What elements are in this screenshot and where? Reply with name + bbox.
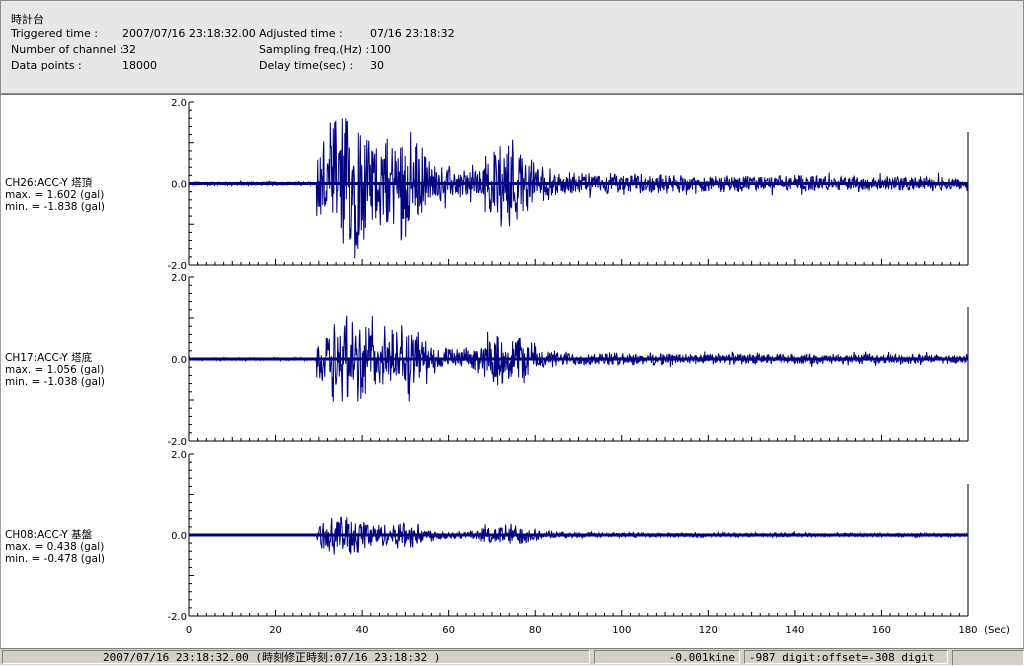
x-tick-label: 140 [785,625,804,636]
x-tick-label: 0 [186,625,192,636]
x-tick-label: 80 [529,625,542,636]
waveform-1 [188,315,969,402]
status-bar: 2007/07/16 23:18:32.00 (時刻修正時刻:07/16 23:… [0,648,1024,666]
channel-info-ch17: CH17:ACC-Y 塔底 max. = 1.056 (gal) min. = … [5,352,105,388]
x-tick-label: 160 [872,625,891,636]
channel-count-value: 32 [122,43,136,56]
x-tick-label: 60 [442,625,455,636]
y-tick-label: 2.0 [171,273,187,284]
sampling-freq-label: Sampling freq.(Hz) : [259,43,370,56]
channel-max: max. = 1.056 (gal) [5,364,105,376]
y-tick-label: 2.0 [171,450,187,461]
channel-info-ch26: CH26:ACC-Y 塔頂 max. = 1.602 (gal) min. = … [5,177,105,213]
waveform-plot-area[interactable]: 2.0 0.0 -2.0 2.0 0.0 -2.0 2.0 0.0 -2.0 0 20 40 60 80 1… [0,94,1024,649]
x-tick-label: 180 [958,625,977,636]
channel-min: min. = -1.038 (gal) [5,376,106,388]
y-tick-label: 0.0 [171,180,187,191]
waveform-chart: 2.00.0-2.02.00.0-2.02.00.0-2.00 20 40 60 80 1… [167,98,1010,636]
channel-max: max. = 0.438 (gal) [5,541,105,553]
status-digit: -987 digit:offset=-308 digit [744,650,948,664]
header-panel: 時計台 Triggered time : 2007/07/16 23:18:32… [0,0,1024,94]
y-tick-label: 2.0 [171,98,187,109]
status-time: 2007/07/16 23:18:32.00 (時刻修正時刻:07/16 23:… [2,650,590,664]
y-tick-label: -2.0 [167,261,187,272]
x-tick-label: 100 [612,625,631,636]
channel-name: CH08:ACC-Y 基盤 [5,529,93,541]
data-points-value: 18000 [122,59,157,72]
triggered-time-value: 2007/07/16 23:18:32.00 [122,27,256,40]
station-title: 時計台 [11,13,44,26]
adjusted-time-label: Adjusted time : [259,27,343,40]
waveform-0 [188,118,969,259]
y-tick-label: -2.0 [167,612,187,623]
y-tick-label: 0.0 [171,355,187,366]
channel-count-label: Number of channel : [11,43,124,56]
status-value: -0.001kine [594,650,740,664]
y-tick-label: -2.0 [167,437,187,448]
channel-min: min. = -1.838 (gal) [5,201,106,213]
triggered-time-label: Triggered time : [11,27,98,40]
adjusted-time-value: 07/16 23:18:32 [370,27,455,40]
x-tick-label: 40 [356,625,369,636]
sampling-freq-value: 100 [370,43,391,56]
channel-info-ch08: CH08:ACC-Y 基盤 max. = 0.438 (gal) min. = … [5,529,105,565]
channel-max: max. = 1.602 (gal) [5,189,105,201]
x-tick-label: 120 [699,625,718,636]
channel-name: CH17:ACC-Y 塔底 [5,352,93,364]
x-unit-label: (Sec) [984,625,1010,636]
data-points-label: Data points : [11,59,82,72]
channel-min: min. = -0.478 (gal) [5,553,106,565]
delay-time-label: Delay time(sec) : [259,59,354,72]
channel-name: CH26:ACC-Y 塔頂 [5,177,93,189]
delay-time-value: 30 [370,59,384,72]
y-tick-label: 0.0 [171,531,187,542]
x-tick-label: 20 [269,625,282,636]
